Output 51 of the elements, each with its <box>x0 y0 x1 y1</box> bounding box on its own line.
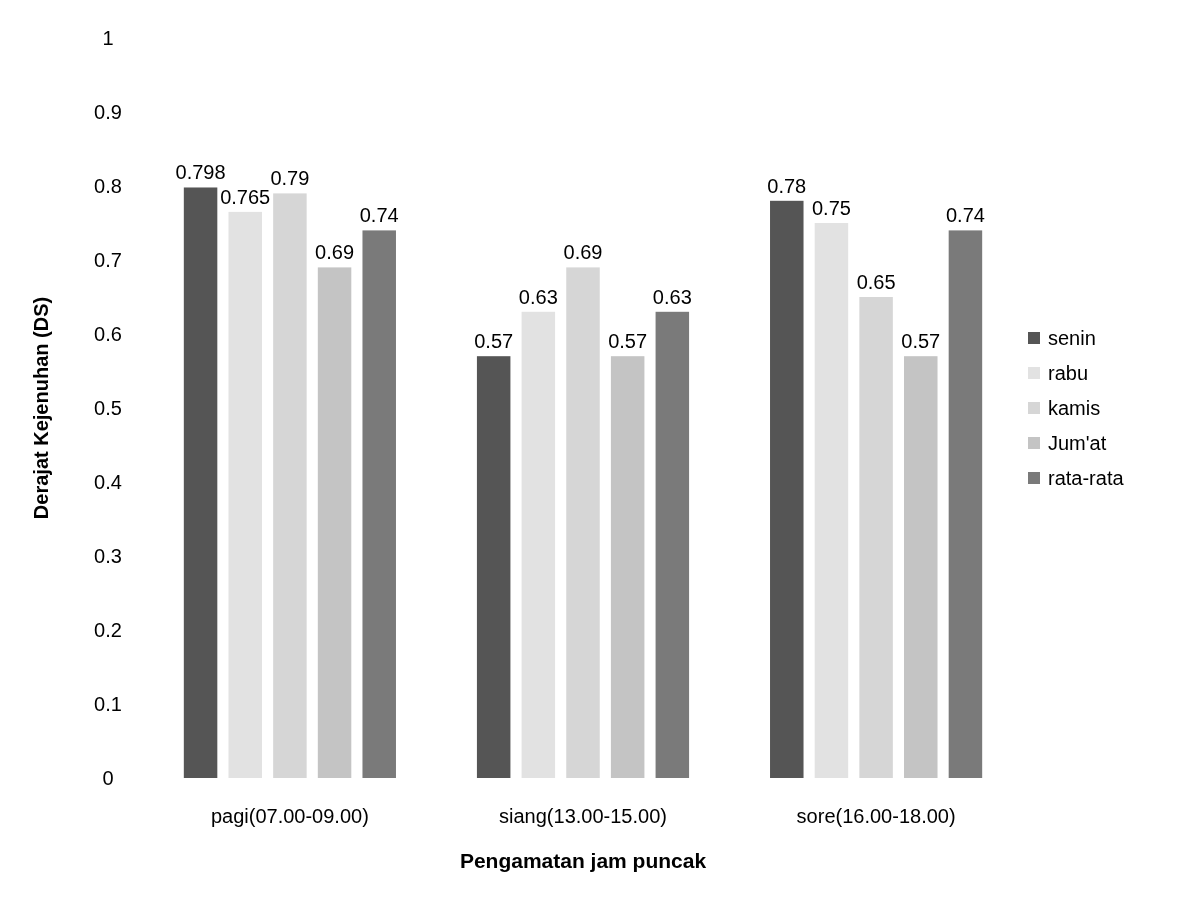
data-label: 0.63 <box>518 285 558 308</box>
bar <box>476 356 511 778</box>
y-tick-label: 0 <box>102 767 114 789</box>
legend-label: rata-rata <box>1048 467 1125 489</box>
data-label: 0.74 <box>359 204 399 227</box>
data-label: 0.65 <box>856 271 896 293</box>
bar <box>362 230 396 778</box>
bar <box>770 200 804 778</box>
bar <box>948 230 983 778</box>
data-label: 0.69 <box>315 241 355 264</box>
x-tick-label: pagi(07.00-09.00) <box>210 805 369 827</box>
bar <box>566 267 600 778</box>
y-tick-label: 0.2 <box>94 619 122 641</box>
data-label: 0.63 <box>652 285 692 308</box>
bar <box>814 223 849 778</box>
y-tick-label: 0.6 <box>94 323 122 345</box>
legend-label: kamis <box>1048 397 1101 419</box>
bar <box>273 193 307 778</box>
bar <box>521 311 556 778</box>
legend-label: rabu <box>1048 362 1089 384</box>
bar <box>228 211 262 778</box>
y-tick-label: 0.9 <box>94 101 122 123</box>
data-label: 0.57 <box>474 330 514 353</box>
bar <box>655 311 690 778</box>
data-label: 0.79 <box>270 167 310 190</box>
y-tick-label: 0.8 <box>94 175 122 197</box>
data-label: 0.57 <box>901 330 941 353</box>
bar <box>317 267 352 778</box>
bar <box>610 356 645 778</box>
data-label: 0.69 <box>563 241 603 264</box>
y-tick-label: 0.4 <box>94 471 122 493</box>
bar <box>183 187 218 778</box>
x-axis-title: Pengamatan jam puncak <box>459 849 707 872</box>
data-label: 0.78 <box>767 174 807 197</box>
bar <box>904 356 938 778</box>
bar <box>859 297 893 778</box>
data-label: 0.57 <box>608 330 648 353</box>
data-label: 0.798 <box>175 161 226 184</box>
y-tick-label: 0.7 <box>94 249 122 271</box>
y-axis-title: Derajat Kejenuhan (DS) <box>30 296 52 520</box>
legend-label: senin <box>1048 327 1096 349</box>
x-tick-label: siang(13.00-15.00) <box>499 805 667 827</box>
data-label: 0.765 <box>220 185 271 208</box>
x-tick-label: sore(16.00-18.00) <box>796 805 956 827</box>
data-label: 0.74 <box>945 204 985 227</box>
data-label: 0.75 <box>811 197 851 219</box>
legend-label: Jum'at <box>1048 432 1107 454</box>
y-tick-label: 1 <box>102 27 114 49</box>
y-tick-label: 0.1 <box>94 693 122 715</box>
y-tick-label: 0.5 <box>94 397 122 419</box>
y-tick-label: 0.3 <box>94 545 122 567</box>
